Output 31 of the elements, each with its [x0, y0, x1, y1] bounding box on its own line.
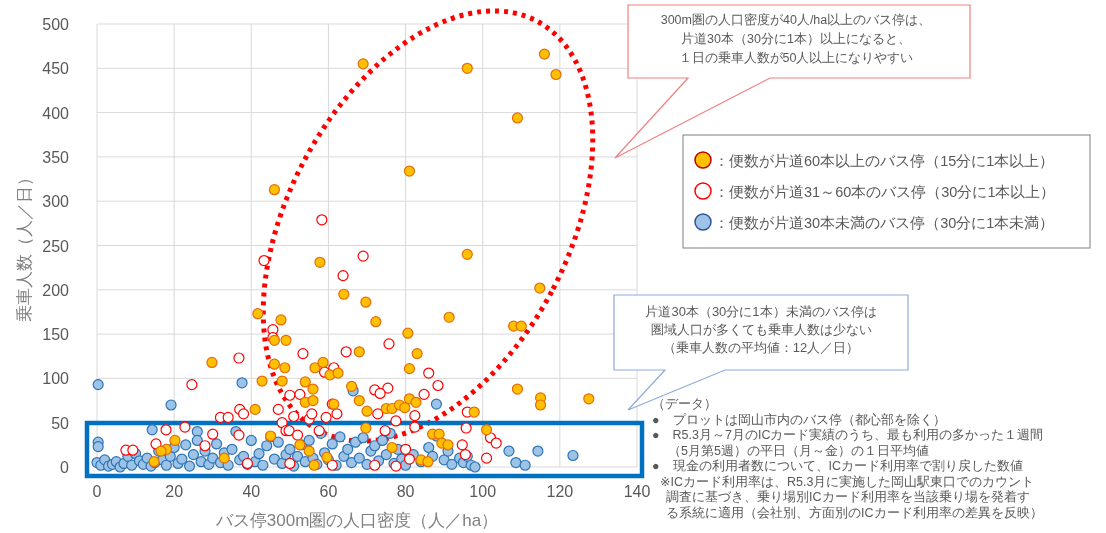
text: ※ICカード利用率は、R5.3月に実施した岡山駅東口でのカウント — [660, 473, 1035, 489]
text: （5月第5週）の平日（月～金）の１日平均値 — [668, 443, 929, 458]
y-tick-label: 350 — [42, 148, 70, 166]
text: ● 現金の利用者数について、ICカード利用率で割り戻した数値 — [652, 458, 1024, 473]
y-tick-label: 400 — [42, 104, 70, 122]
y-tick-label: 50 — [51, 414, 70, 432]
y-tick-label: 0 — [60, 459, 70, 476]
y-tick-label: 450 — [42, 60, 70, 78]
x-tick-label: 120 — [546, 483, 574, 500]
text: （データ） — [652, 397, 717, 411]
text: る系統に適用（会社別、方面別のICカード利用率の差異を反映） — [666, 504, 1043, 520]
legend-label: ：便数が片道30本未満のバス停（30分に1本未満） — [714, 215, 1055, 231]
y-tick-label: 150 — [42, 326, 70, 344]
y-tick-label: 100 — [42, 370, 70, 388]
x-tick-label: 0 — [92, 483, 102, 500]
y-tick-label: 500 — [42, 16, 70, 33]
x-tick-label: 40 — [242, 483, 261, 500]
legend-label: ：便数が片道31～60本のバス停（30分に1本以上） — [714, 184, 1056, 200]
x-tick-label: 80 — [396, 483, 415, 500]
y-tick-label: 300 — [42, 193, 70, 211]
text: ● プロットは岡山市内のバス停（都心部を除く） — [652, 411, 946, 427]
x-tick-label: 140 — [623, 483, 651, 500]
text: 調査に基づき、乗り場別ICカード利用率を当該乗り場を発着す — [666, 489, 1030, 504]
text: ● R5.3月～7月のICカード実績のうち、最も利用の多かった１週間 — [652, 427, 1044, 442]
y-tick-label: 200 — [42, 281, 70, 299]
x-axis-title: バス停300m圏の人口密度（人／ha） — [214, 511, 499, 530]
y-axis-title: 乗車人数（人／日） — [15, 169, 34, 322]
x-tick-label: 20 — [165, 483, 184, 500]
x-tick-label: 100 — [469, 483, 497, 500]
y-tick-label: 250 — [42, 237, 70, 255]
x-tick-label: 60 — [319, 483, 338, 500]
